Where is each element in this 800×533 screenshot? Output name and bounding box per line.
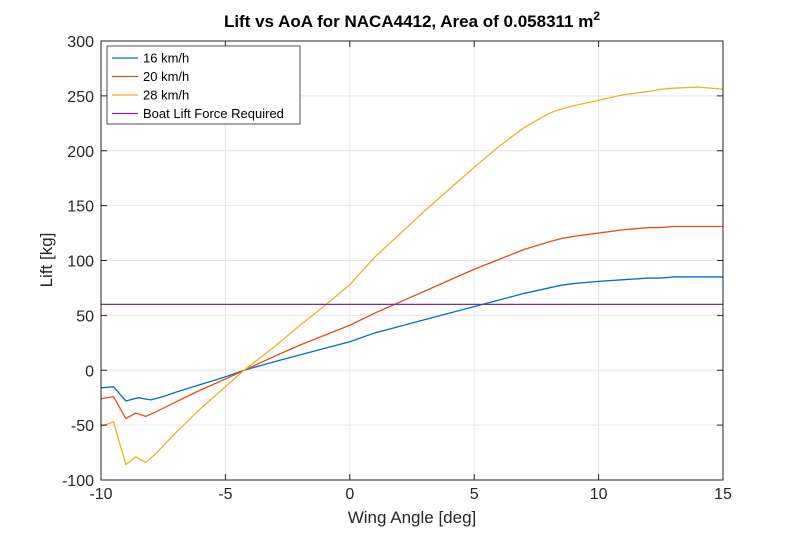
x-tick-label: 0 <box>345 486 354 503</box>
y-tick-label: 200 <box>67 144 94 161</box>
y-tick-label: 50 <box>76 308 94 325</box>
legend-label-28-km-h: 28 km/h <box>143 88 189 103</box>
x-tick-label: 10 <box>590 486 608 503</box>
series-line-20-km-h <box>100 225 723 420</box>
chart-title-superscript: 2 <box>593 9 600 23</box>
legend: 16 km/h 20 km/h 28 km/h Boat Lift Force Req… <box>106 45 301 125</box>
ticks <box>100 40 724 481</box>
x-tick-label: 5 <box>470 486 479 503</box>
legend-label-boat-lift-force-required: Boat Lift Force Required <box>143 106 284 121</box>
x-tick-label: 15 <box>714 486 732 503</box>
grid <box>101 41 723 480</box>
legend-entries: 16 km/h 20 km/h 28 km/h Boat Lift Force Req… <box>112 51 284 121</box>
chart-title: Lift vs AoA for NACA4412, Area of 0.0583… <box>224 9 600 31</box>
x-axis-label: Wing Angle [deg] <box>348 508 477 527</box>
y-tick-label: 150 <box>67 199 94 216</box>
y-tick-label: -100 <box>62 473 94 490</box>
y-tick-label: 0 <box>85 363 94 380</box>
chart-title-main: Lift vs AoA for NACA4412, Area of 0.0583… <box>224 12 593 31</box>
x-tick-label: -10 <box>89 486 112 503</box>
y-tick-label: 100 <box>67 254 94 271</box>
x-tick-label: -5 <box>218 486 232 503</box>
y-tick-label: 250 <box>67 89 94 106</box>
legend-box <box>106 45 301 125</box>
legend-label-20-km-h: 20 km/h <box>143 69 189 84</box>
series-lines <box>100 86 724 466</box>
y-tick-label: -50 <box>71 418 94 435</box>
y-axis-label: Lift [kg] <box>37 233 56 288</box>
series-line-28-km-h <box>100 86 724 466</box>
series-line-16-km-h <box>100 276 723 402</box>
legend-label-16-km-h: 16 km/h <box>143 51 189 66</box>
y-tick-label: 300 <box>67 34 94 51</box>
